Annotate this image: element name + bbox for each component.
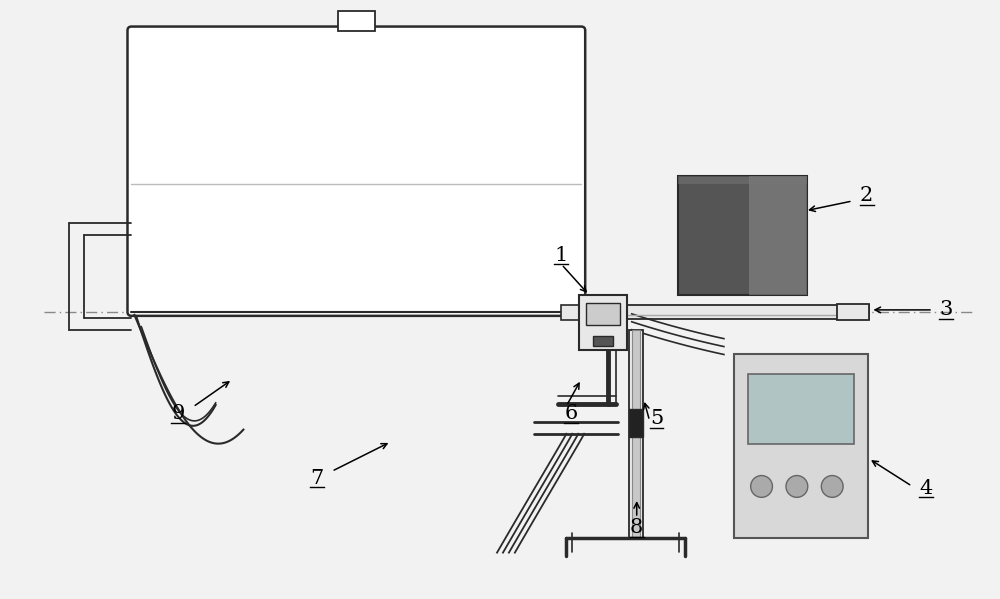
Circle shape — [821, 476, 843, 497]
Bar — [338, 11, 375, 31]
Text: 6: 6 — [565, 404, 578, 423]
Circle shape — [751, 476, 772, 497]
Bar — [613, 305, 869, 319]
Text: 7: 7 — [310, 469, 323, 488]
Text: 8: 8 — [630, 518, 643, 537]
Bar — [748, 374, 854, 444]
FancyBboxPatch shape — [127, 26, 585, 316]
Bar — [593, 335, 613, 346]
Bar — [629, 409, 643, 437]
Text: 3: 3 — [939, 301, 953, 319]
Bar — [749, 176, 807, 295]
Text: 9: 9 — [171, 404, 185, 423]
Bar — [734, 355, 868, 538]
Bar — [629, 329, 643, 538]
Bar — [678, 176, 807, 295]
Text: 1: 1 — [555, 246, 568, 265]
Bar — [837, 304, 869, 320]
Circle shape — [786, 476, 808, 497]
Bar — [586, 303, 620, 325]
Text: 4: 4 — [919, 479, 933, 498]
Bar — [678, 176, 807, 184]
Bar — [579, 295, 627, 350]
Text: 5: 5 — [650, 409, 663, 428]
Text: 2: 2 — [860, 186, 873, 205]
Bar — [632, 329, 640, 538]
Bar — [561, 305, 579, 320]
